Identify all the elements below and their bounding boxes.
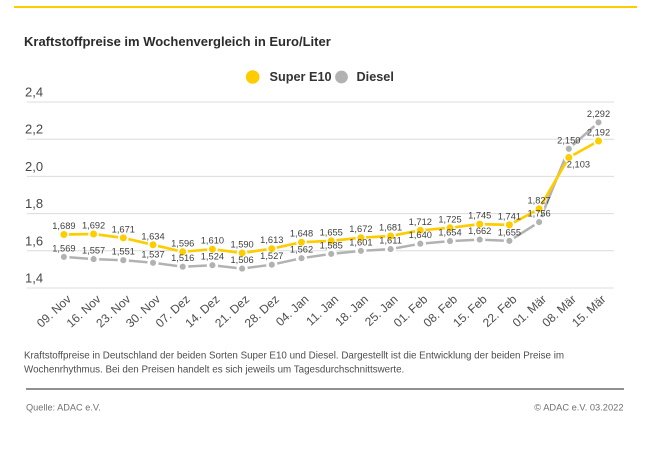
svg-text:1,596: 1,596	[171, 238, 194, 248]
svg-text:1,4: 1,4	[25, 271, 43, 286]
svg-text:1,712: 1,712	[409, 217, 432, 227]
svg-text:1,692: 1,692	[82, 221, 105, 231]
svg-text:1,516: 1,516	[171, 253, 194, 263]
svg-text:1,585: 1,585	[320, 240, 343, 250]
svg-text:1,610: 1,610	[201, 236, 224, 246]
svg-text:1,648: 1,648	[290, 229, 313, 239]
svg-text:1,655: 1,655	[320, 227, 343, 237]
svg-text:2,103: 2,103	[567, 160, 590, 170]
svg-text:1,662: 1,662	[468, 226, 491, 236]
svg-text:1,654: 1,654	[438, 228, 461, 238]
svg-text:1,551: 1,551	[112, 247, 135, 257]
svg-text:1,689: 1,689	[52, 221, 75, 231]
svg-text:Kraftstoffpreise in Deutschlan: Kraftstoffpreise in Deutschland der beid…	[24, 351, 564, 362]
svg-text:1,671: 1,671	[112, 224, 135, 234]
svg-text:1,756: 1,756	[527, 209, 550, 219]
svg-text:1,527: 1,527	[260, 251, 283, 261]
svg-text:2,192: 2,192	[587, 128, 610, 138]
svg-text:1,741: 1,741	[498, 211, 521, 221]
svg-text:1,569: 1,569	[52, 243, 75, 253]
svg-text:1,8: 1,8	[25, 196, 43, 211]
svg-text:1,745: 1,745	[468, 211, 491, 221]
svg-text:1,827: 1,827	[527, 195, 550, 205]
svg-text:1,681: 1,681	[379, 223, 402, 233]
svg-text:1,524: 1,524	[201, 252, 224, 262]
svg-text:2,0: 2,0	[25, 159, 43, 174]
svg-text:1,506: 1,506	[230, 255, 253, 265]
svg-text:1,590: 1,590	[230, 240, 253, 250]
svg-text:2,4: 2,4	[25, 85, 43, 100]
svg-text:© ADAC e.V. 03.2022: © ADAC e.V. 03.2022	[534, 403, 623, 413]
svg-text:2,292: 2,292	[587, 109, 610, 119]
svg-text:1,611: 1,611	[379, 236, 402, 246]
svg-text:2,2: 2,2	[25, 122, 43, 137]
svg-text:2,150: 2,150	[557, 135, 580, 145]
svg-text:1,672: 1,672	[349, 224, 372, 234]
svg-text:1,6: 1,6	[25, 233, 43, 248]
svg-text:1,562: 1,562	[290, 245, 313, 255]
svg-text:Super E10: Super E10	[270, 70, 332, 84]
svg-text:1,557: 1,557	[82, 246, 105, 256]
svg-text:Wochenrhythmus. Bei den Preise: Wochenrhythmus. Bei den Preisen handelt …	[24, 364, 404, 375]
svg-text:1,655: 1,655	[498, 227, 521, 237]
svg-text:1,613: 1,613	[260, 235, 283, 245]
svg-text:Kraftstoffpreise im Wochenverg: Kraftstoffpreise im Wochenvergleich in E…	[24, 34, 331, 49]
svg-text:1,640: 1,640	[409, 230, 432, 240]
svg-text:Diesel: Diesel	[357, 70, 394, 84]
svg-text:1,601: 1,601	[349, 237, 372, 247]
svg-text:1,725: 1,725	[438, 214, 461, 224]
svg-text:1,537: 1,537	[141, 249, 164, 259]
svg-text:Quelle: ADAC e.V.: Quelle: ADAC e.V.	[26, 403, 101, 413]
svg-text:1,634: 1,634	[141, 231, 164, 241]
